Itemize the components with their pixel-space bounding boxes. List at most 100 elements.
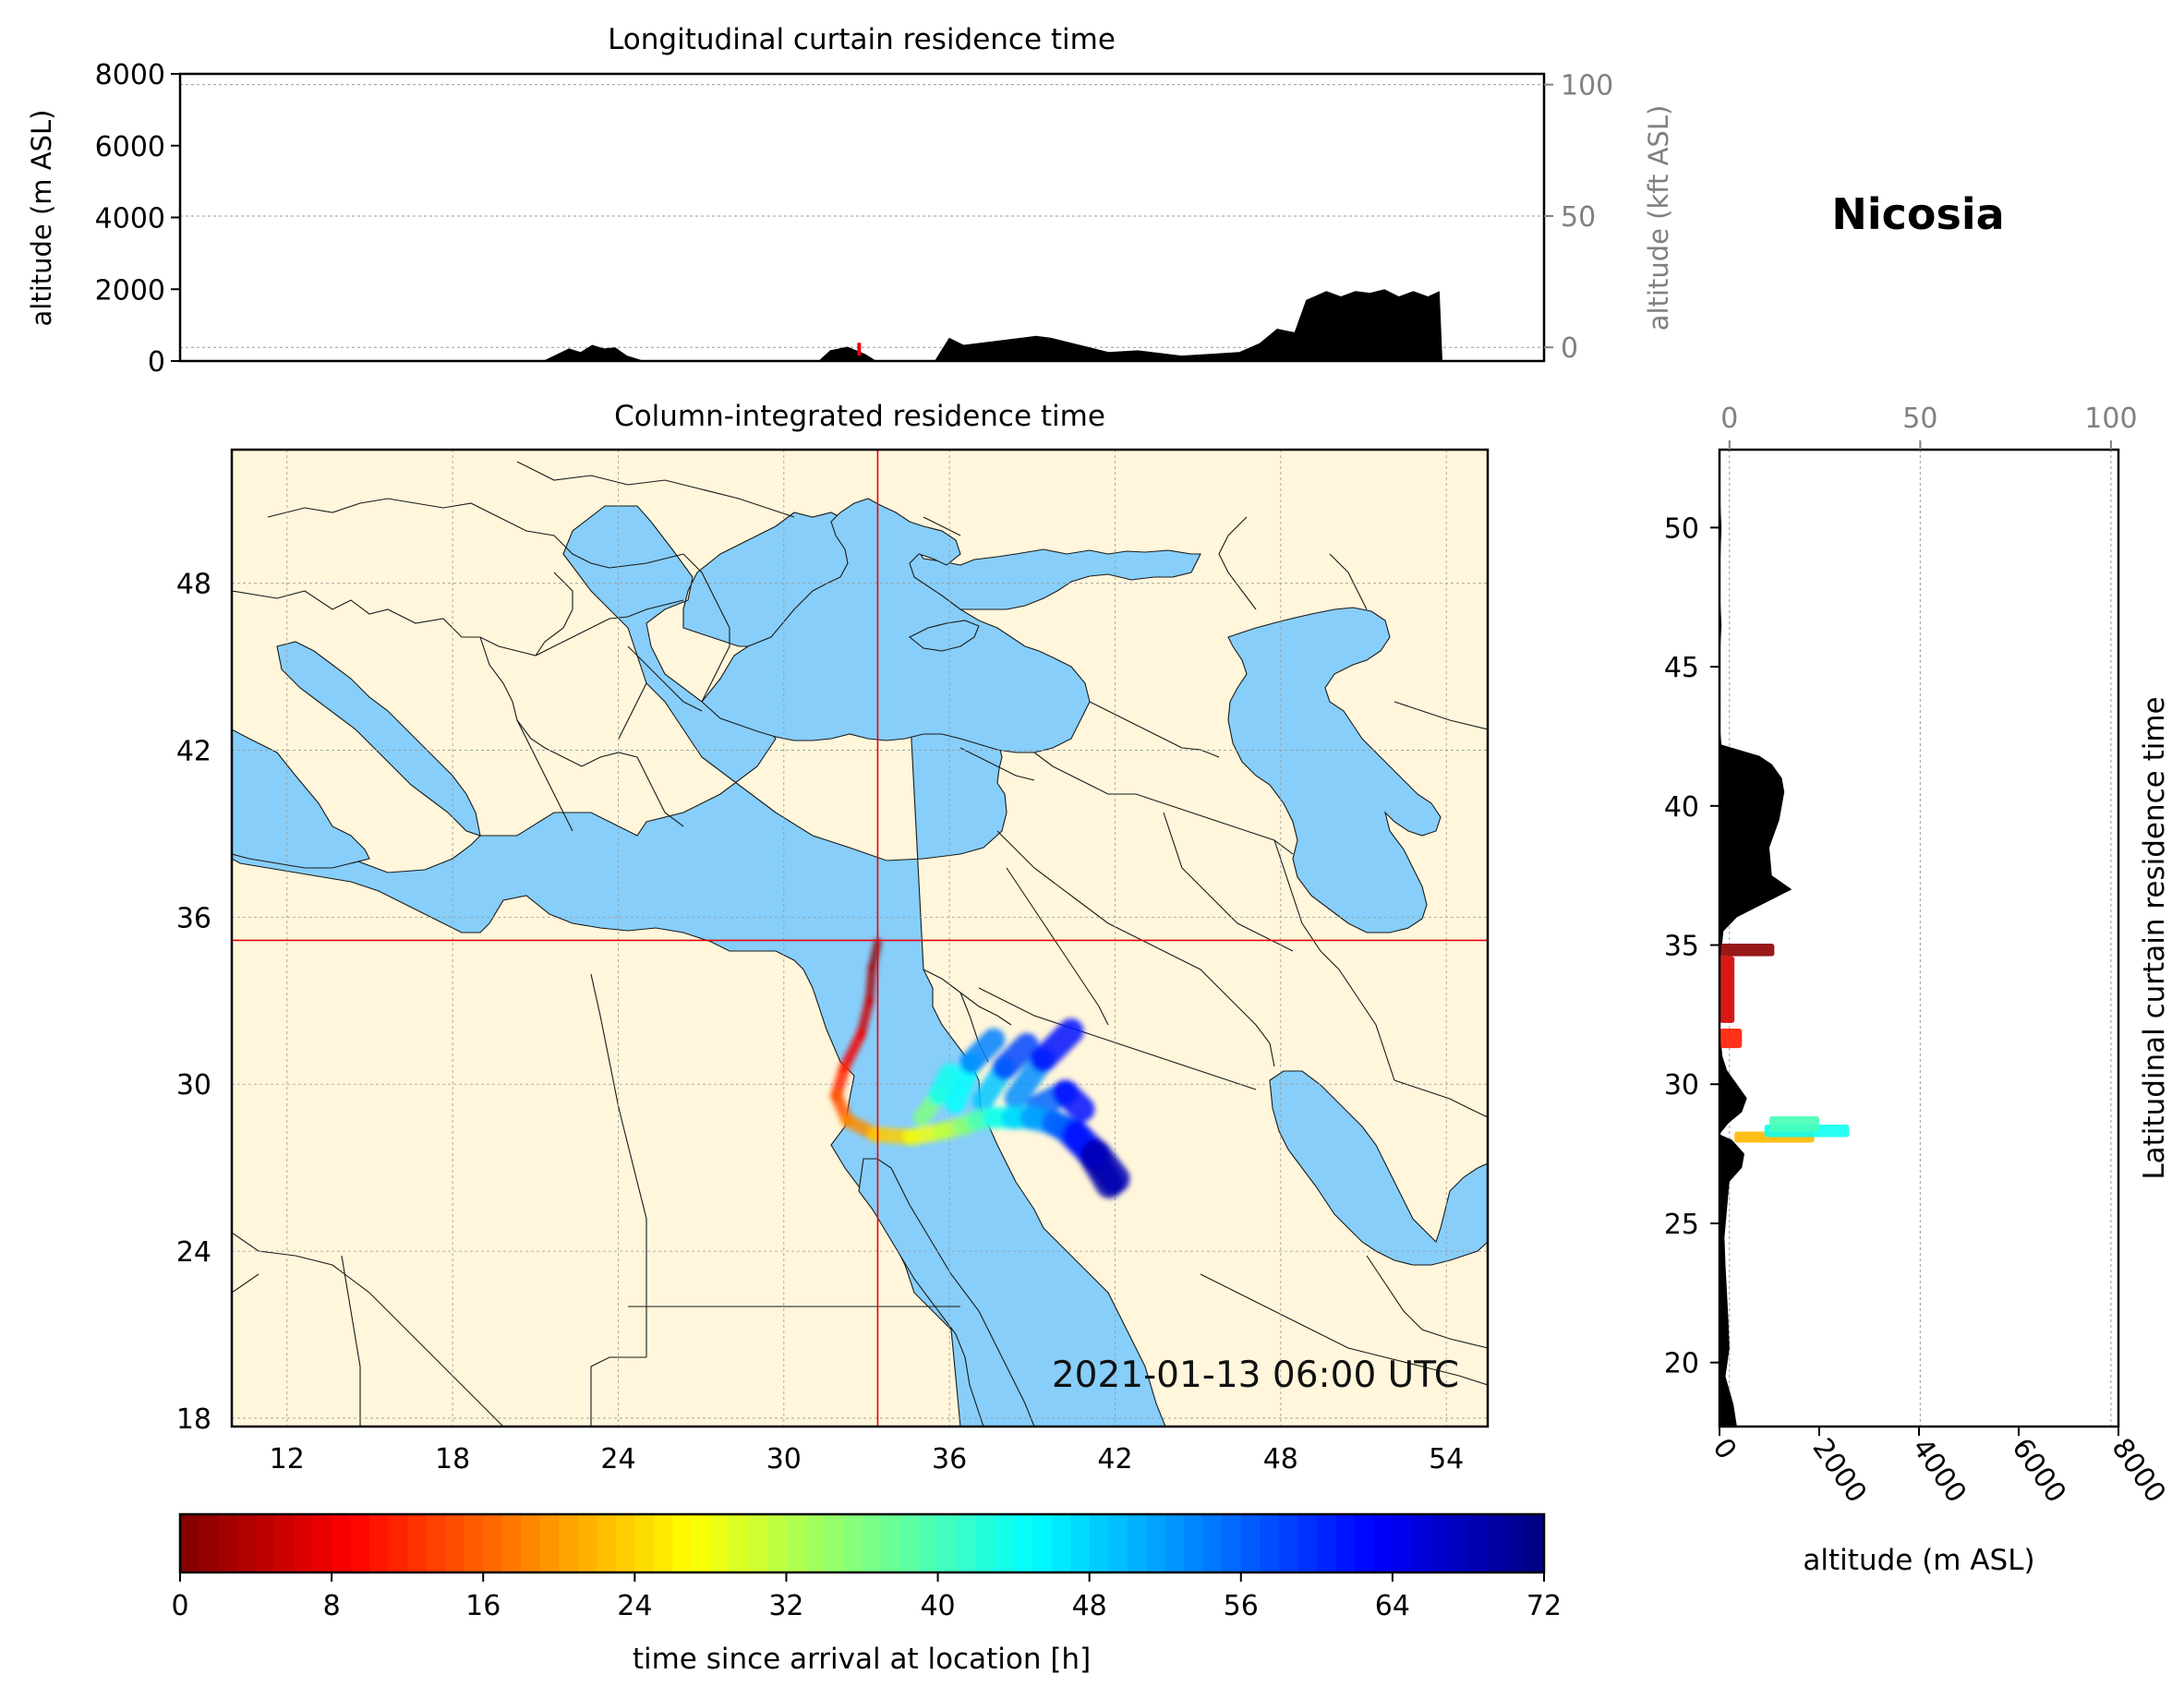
colorbar-step [786, 1514, 806, 1572]
colorbar-step [1164, 1514, 1185, 1572]
right-ytick-label: 40 [1664, 791, 1699, 824]
colorbar-step [957, 1514, 977, 1572]
colorbar-label: time since arrival at location [h] [633, 1643, 1091, 1676]
colorbar: 0 8 16 24 32 40 48 56 64 72 time since arrival at… [171, 1512, 1562, 1676]
colorbar-step [824, 1514, 844, 1572]
map-ytick-label: 42 [176, 736, 211, 768]
colorbar-step [937, 1514, 958, 1572]
colorbar-step [218, 1514, 238, 1572]
colorbar-step [199, 1514, 219, 1572]
right-xtick-label: 6000 [2005, 1433, 2071, 1510]
plume-trajectory-segment [868, 938, 882, 971]
map-x-ticks: 12 18 24 30 36 42 48 54 [270, 1443, 1465, 1475]
right-grid [1729, 450, 2112, 1427]
colorbar-step [1278, 1514, 1298, 1572]
colorbar-step [350, 1514, 370, 1572]
sea-of-azov [908, 620, 980, 652]
longitudinal-title: Longitudinal curtain residence time [608, 23, 1116, 56]
colorbar-tick-label: 24 [617, 1590, 652, 1622]
map-xtick-label: 30 [766, 1443, 802, 1475]
colorbar-step [804, 1514, 826, 1572]
right-title: Latitudinal curtain residence time [2138, 696, 2171, 1179]
colorbar-step [748, 1514, 768, 1572]
top-ylabel-right: altitude (kft ASL) [1643, 105, 1674, 331]
colorbar-step [1146, 1514, 1166, 1572]
red-sea [858, 1158, 1035, 1427]
plume-finger-segment [1052, 1079, 1095, 1123]
colorbar-tick-label: 32 [768, 1590, 803, 1622]
residence-plume [829, 938, 1130, 1198]
top-ytick-label: 4000 [95, 203, 165, 235]
plume-finger-segment [959, 1028, 1006, 1074]
location-title: Nicosia [1831, 189, 2004, 239]
right-y-ticks: 20 25 30 35 40 45 50 [1664, 512, 1719, 1380]
colorbar-tick-label: 64 [1375, 1590, 1410, 1622]
top-ylabel: altitude (m ASL) [26, 110, 57, 327]
colorbar-step [1354, 1514, 1374, 1572]
colorbar-step [464, 1514, 484, 1572]
colorbar-tick-label: 56 [1224, 1590, 1259, 1622]
colorbar-step [634, 1514, 655, 1572]
right-xtick-label: 0 [1706, 1433, 1743, 1466]
map-xtick-label: 54 [1429, 1443, 1464, 1475]
latitudinal-residence-bands [1719, 944, 1850, 1143]
persian-gulf [1269, 1070, 1488, 1266]
colorbar-step [236, 1514, 257, 1572]
plume-trajectory-segment [856, 995, 875, 1039]
colorbar-step [862, 1514, 882, 1572]
adriatic-sea [276, 641, 481, 837]
map-ytick-label: 24 [176, 1236, 211, 1269]
colorbar-step [1430, 1514, 1451, 1572]
right-ytick-label: 45 [1664, 652, 1699, 684]
map-xtick-label: 36 [932, 1443, 967, 1475]
colorbar-step [1222, 1514, 1242, 1572]
colorbar-step [1525, 1514, 1545, 1572]
right-xlabel: altitude (m ASL) [1803, 1544, 2034, 1577]
colorbar-step [995, 1514, 1015, 1572]
longitudinal-curtain-panel: Longitudinal curtain residence time 0 200… [26, 23, 1674, 379]
colorbar-step [483, 1514, 503, 1572]
colorbar-step [388, 1514, 408, 1572]
colorbar-tick-label: 16 [465, 1590, 501, 1622]
residence-band [1719, 956, 1735, 1023]
map-ytick-label: 30 [176, 1069, 211, 1102]
colorbar-step [294, 1514, 314, 1572]
colorbar-tick-label: 0 [171, 1590, 188, 1622]
residence-band [1769, 1115, 1819, 1132]
colorbar-step [1467, 1514, 1489, 1572]
western-med-north [232, 729, 370, 869]
plume-trajectory-segment [864, 963, 876, 1006]
colorbar-step [1202, 1514, 1223, 1572]
colorbar-step [426, 1514, 446, 1572]
right-xtick-label: 4000 [1905, 1433, 1972, 1510]
colorbar-step [312, 1514, 332, 1572]
top-right-tick-label: 0 [1561, 332, 1578, 365]
colorbar-step [1089, 1514, 1109, 1572]
black-sea [701, 498, 1091, 753]
right-ytick-label: 30 [1664, 1069, 1699, 1102]
colorbar-frame [178, 1512, 1546, 1574]
colorbar-step [1127, 1514, 1147, 1572]
plume-finger-segment [1030, 1018, 1084, 1072]
residence-band [1719, 944, 1775, 957]
top-y-ticks: 0 2000 4000 6000 8000 [95, 59, 180, 379]
colorbar-step [1184, 1514, 1204, 1572]
colorbar-step [332, 1514, 352, 1572]
map-xtick-label: 18 [435, 1443, 470, 1475]
colorbar-step [729, 1514, 750, 1572]
colorbar-step [1373, 1514, 1394, 1572]
colorbar-step [521, 1514, 541, 1572]
right-xtick-label: 2000 [1805, 1433, 1872, 1510]
colorbar-step [1032, 1514, 1053, 1572]
map-water [232, 498, 1488, 1427]
residence-band [1719, 1028, 1743, 1049]
colorbar-step [274, 1514, 295, 1572]
caspian-sea [1227, 607, 1442, 933]
map-xtick-label: 42 [1097, 1443, 1132, 1475]
colorbar-step [1051, 1514, 1071, 1572]
colorbar-step [1297, 1514, 1318, 1572]
colorbar-step [1392, 1514, 1413, 1572]
country-borders [232, 461, 1488, 1427]
colorbar-step [180, 1514, 200, 1572]
